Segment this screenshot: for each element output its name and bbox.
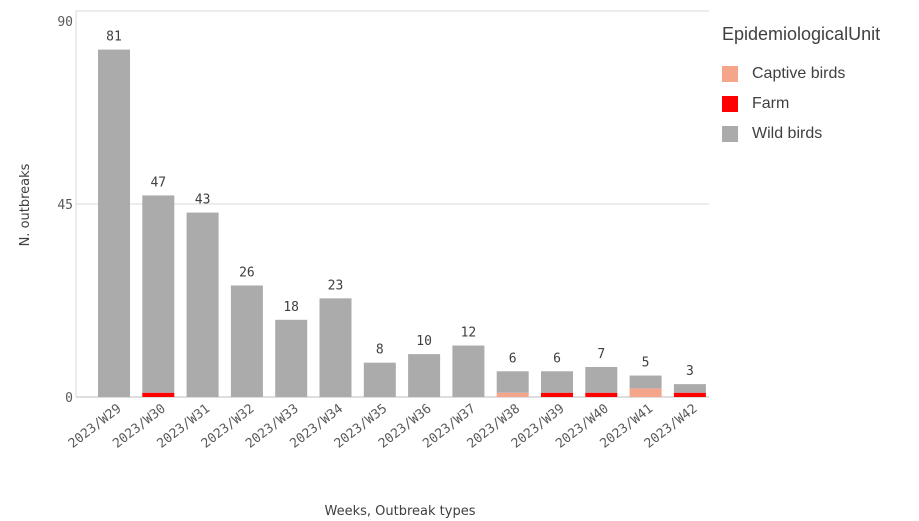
bar-segment-farm[interactable] xyxy=(673,392,706,397)
bar-value-label: 10 xyxy=(416,334,432,349)
bar-value-label: 23 xyxy=(328,278,344,293)
bar-value-label: 43 xyxy=(195,193,211,208)
bar-value-label: 12 xyxy=(461,326,477,341)
legend-label: Captive birds xyxy=(752,65,846,82)
legend-item-wild-birds[interactable]: Wild birds xyxy=(722,119,917,149)
x-axis-title: Weeks, Outbreak types xyxy=(325,504,476,519)
bar-segment-wild-birds[interactable] xyxy=(98,49,130,397)
bar-value-label: 26 xyxy=(239,265,255,280)
bar-value-label: 3 xyxy=(686,364,694,379)
y-tick-label: 45 xyxy=(57,198,73,213)
legend-label: Wild birds xyxy=(752,125,823,142)
bar-value-label: 8 xyxy=(376,343,384,358)
bar-segment-farm[interactable] xyxy=(541,392,573,397)
bar-value-label: 6 xyxy=(553,351,561,366)
wild-birds-swatch xyxy=(722,126,738,142)
y-tick-label: 90 xyxy=(57,15,73,30)
bar-segment-wild-birds[interactable] xyxy=(452,345,485,397)
y-axis-title: N. outbreaks xyxy=(18,163,33,246)
bar-segment-wild-birds[interactable] xyxy=(319,298,352,397)
bar-segment-wild-birds[interactable] xyxy=(275,319,308,397)
bar-segment-wild-birds[interactable] xyxy=(363,362,396,397)
y-axis-ticks: 0 45 90 xyxy=(57,15,73,406)
bar-segment-captive-birds[interactable] xyxy=(629,388,662,397)
value-labels: 81 47 43 26 18 23 8 10 12 6 6 7 5 3 xyxy=(106,30,694,380)
y-tick-label: 0 xyxy=(65,391,73,406)
bar-segment-wild-birds[interactable] xyxy=(230,285,263,397)
legend-item-farm[interactable]: Farm xyxy=(722,89,917,119)
bar-segment-farm[interactable] xyxy=(142,392,175,397)
bar-value-label: 5 xyxy=(642,356,650,371)
bar-segment-wild-birds[interactable] xyxy=(541,371,573,393)
farm-swatch xyxy=(722,96,738,112)
bar-segment-wild-birds[interactable] xyxy=(496,371,529,393)
legend-item-captive-birds[interactable]: Captive birds xyxy=(722,59,917,89)
bar-segment-farm[interactable] xyxy=(585,392,618,397)
bar-value-label: 7 xyxy=(597,347,605,362)
bar-segment-wild-birds[interactable] xyxy=(186,212,219,397)
bar-segment-wild-birds[interactable] xyxy=(408,354,441,397)
legend-title: EpidemiologicalUnit xyxy=(722,24,881,44)
x-axis-ticks: 2023/W292023/W302023/W312023/W322023/W33… xyxy=(66,401,700,451)
bar-value-label: 81 xyxy=(106,30,122,45)
bar-segment-wild-birds[interactable] xyxy=(585,366,618,393)
captive-birds-swatch xyxy=(722,66,738,82)
bar-value-label: 47 xyxy=(150,175,166,190)
bar-segment-wild-birds[interactable] xyxy=(673,384,706,393)
bar-segment-wild-birds[interactable] xyxy=(142,195,175,393)
bars xyxy=(98,49,706,397)
bar-segment-captive-birds[interactable] xyxy=(496,392,529,397)
bar-segment-wild-birds[interactable] xyxy=(629,375,662,389)
bar-value-label: 6 xyxy=(509,351,517,366)
legend-label: Farm xyxy=(752,95,790,112)
bar-value-label: 18 xyxy=(283,300,299,315)
legend: EpidemiologicalUnit Captive birds Farm W… xyxy=(722,24,917,149)
